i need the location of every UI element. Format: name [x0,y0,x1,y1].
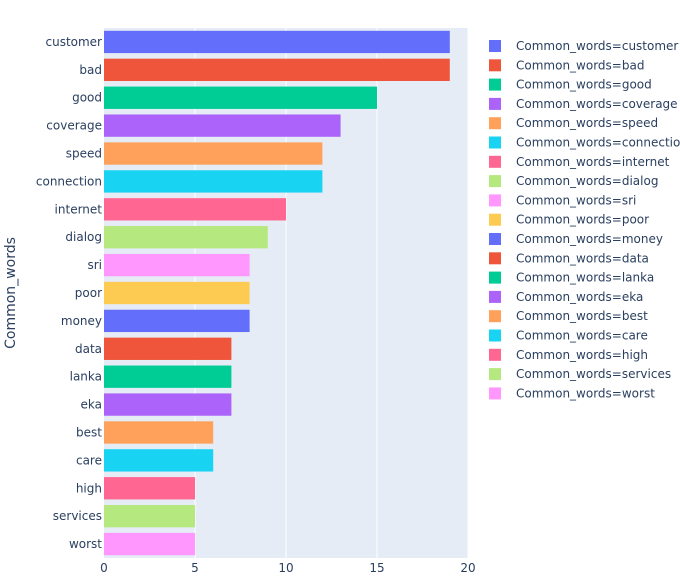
y-tick-label: dialog [65,230,102,244]
bar-dialog[interactable] [104,226,268,249]
legend-entry[interactable]: Common_words=data [516,251,649,265]
x-tick-label: 15 [369,561,384,575]
bar-bad[interactable] [104,58,450,81]
y-tick-label: data [75,342,102,356]
x-tick-label: 20 [460,561,475,575]
bar-money[interactable] [104,309,250,333]
y-tick-label: care [76,453,102,467]
legend[interactable]: Common_words=customer Common_words=bad Com… [489,39,680,400]
bar-good[interactable] [104,86,377,109]
legend-entry[interactable]: Common_words=internet [516,155,670,169]
y-tick-label: high [76,481,102,495]
legend-entry[interactable]: Common_words=dialog [516,174,658,188]
y-tick-label: customer [45,35,102,49]
y-tick-label: worst [69,537,102,551]
y-tick-label: services [53,509,102,523]
legend-swatch [489,329,501,342]
legend-swatch [489,387,501,400]
x-tick-labels: 0 5 10 15 20 [100,561,475,575]
bar-customer[interactable] [104,30,450,54]
bar-lanka[interactable] [104,365,232,388]
bar-services[interactable] [104,505,195,528]
y-tick-label: lanka [70,370,102,384]
bar-worst[interactable] [104,532,195,556]
y-tick-labels: customer bad good coverage speed connection in… [36,35,102,551]
y-tick-label: internet [55,202,103,216]
legend-swatch [489,59,501,72]
legend-entry[interactable]: Common_words=worst [516,386,655,400]
bar-best[interactable] [104,421,214,444]
bar-connection[interactable] [104,170,323,193]
legend-entry[interactable]: Common_words=connection [516,136,680,150]
bar-sri[interactable] [104,253,250,277]
bar-internet[interactable] [104,198,286,221]
legend-entry[interactable]: Common_words=care [516,329,648,343]
legend-swatch [489,155,501,168]
legend-entry[interactable]: Common_words=services [516,367,671,381]
legend-entry[interactable]: Common_words=eka [516,290,643,304]
legend-swatch [489,78,501,91]
legend-swatch [489,97,501,110]
legend-swatch [489,271,501,284]
legend-swatch [489,348,501,361]
legend-swatch [489,233,501,245]
legend-entry[interactable]: Common_words=money [516,232,663,246]
legend-swatch [489,252,501,265]
y-tick-label: coverage [46,119,102,133]
x-tick-label: 0 [100,561,108,575]
y-tick-label: poor [75,286,102,300]
legend-swatch [489,310,501,323]
y-tick-label: bad [79,63,102,77]
x-tick-label: 10 [278,561,293,575]
bar-eka[interactable] [104,393,232,416]
legend-swatch [489,368,501,381]
y-tick-label: speed [66,147,102,161]
legend-entry[interactable]: Common_words=high [516,348,648,362]
bar-poor[interactable] [104,281,250,305]
x-tick-label: 5 [191,561,199,575]
legend-entry[interactable]: Common_words=lanka [516,271,654,285]
legend-swatch [489,136,501,149]
bar-data[interactable] [104,337,232,360]
legend-swatch [489,117,501,130]
bar-high[interactable] [104,477,195,500]
legend-swatch [489,290,501,303]
bar-care[interactable] [104,449,214,472]
bars [104,30,450,556]
bar-coverage[interactable] [104,114,341,137]
legend-swatch [489,194,501,207]
y-tick-label: eka [81,398,102,412]
y-axis-title: Common_words [3,237,19,349]
bar-speed[interactable] [104,142,323,165]
legend-entry[interactable]: Common_words=speed [516,116,658,130]
legend-swatch [489,213,501,226]
y-tick-label: good [72,91,102,105]
legend-entry[interactable]: Common_words=customer [516,39,678,53]
legend-entry[interactable]: Common_words=bad [516,58,644,72]
y-tick-label: money [61,314,102,328]
legend-swatch [489,40,501,52]
y-tick-label: best [76,425,102,439]
legend-entry[interactable]: Common_words=coverage [516,97,678,111]
legend-entry[interactable]: Common_words=good [516,78,652,92]
legend-swatch [489,175,501,188]
legend-entry[interactable]: Common_words=sri [516,193,636,207]
legend-entry[interactable]: Common_words=best [516,309,648,323]
legend-entry[interactable]: Common_words=poor [516,213,649,227]
y-tick-label: sri [87,258,102,272]
y-tick-label: connection [36,174,102,188]
